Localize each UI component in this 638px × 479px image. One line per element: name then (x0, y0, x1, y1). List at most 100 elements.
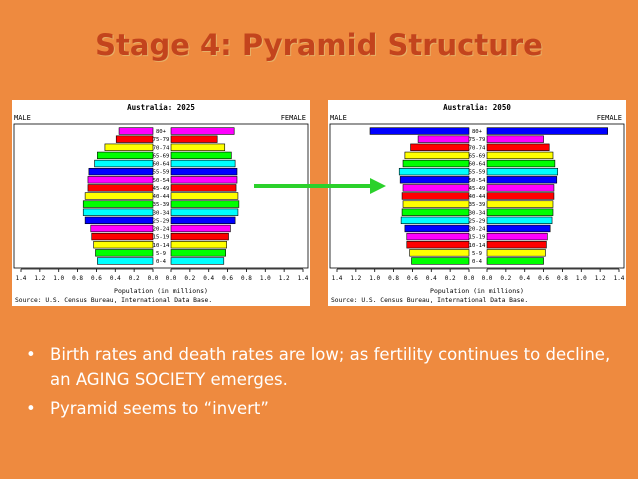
age-label: 65-69 (469, 153, 486, 159)
bullet-text: Birth rates and death rates are low; as … (50, 345, 611, 389)
x-tick-label: 0.4 (426, 275, 437, 282)
age-label: 5-9 (472, 251, 482, 257)
x-tick-label: 0.0 (148, 275, 159, 282)
right-arrow-icon (254, 178, 386, 194)
age-label: 55-59 (153, 170, 170, 176)
male-bar (93, 241, 154, 249)
age-label: 35-39 (469, 202, 486, 208)
female-label: FEMALE (281, 114, 306, 122)
age-label: 50-54 (153, 178, 170, 184)
male-bar (87, 176, 154, 184)
female-bar (170, 151, 232, 160)
x-axis-label: Population (in millions) (114, 287, 208, 295)
male-bar (404, 224, 470, 233)
age-label: 25-29 (469, 218, 486, 224)
male-bar (115, 135, 154, 143)
female-bar (486, 184, 555, 192)
male-bar (409, 249, 470, 257)
age-label: 15-19 (153, 235, 170, 241)
age-label: 0-4 (156, 259, 167, 265)
age-label: 55-59 (469, 170, 486, 176)
male-bar (82, 208, 154, 216)
male-label: MALE (330, 114, 347, 122)
female-bar (486, 135, 544, 143)
x-tick-label: 1.0 (53, 275, 64, 282)
x-tick-label: 0.8 (388, 275, 399, 282)
x-axis-label: Population (in millions) (430, 287, 524, 295)
female-bar (170, 135, 218, 143)
male-bar (94, 159, 154, 168)
age-label: 80+ (472, 129, 483, 135)
age-label: 65-69 (153, 153, 170, 159)
x-tick-label: 1.0 (260, 275, 271, 282)
age-label: 40-44 (469, 194, 486, 200)
bullet-item: • Pyramid seems to “invert” (24, 396, 624, 421)
x-tick-label: 1.2 (595, 275, 606, 282)
age-label: 70-74 (153, 145, 170, 151)
male-bar (399, 176, 470, 184)
female-bar (170, 192, 239, 200)
x-tick-label: 0.6 (222, 275, 233, 282)
age-label: 20-24 (153, 227, 170, 233)
bullet-text: Pyramid seems to “invert” (50, 399, 269, 418)
male-bar (84, 216, 154, 225)
female-bar (170, 176, 238, 184)
x-tick-label: 0.8 (72, 275, 83, 282)
female-bar (486, 151, 554, 160)
age-label: 35-39 (153, 202, 170, 208)
bullet-item: • Birth rates and death rates are low; a… (24, 342, 624, 392)
x-tick-label: 0.2 (129, 275, 140, 282)
female-bar (486, 216, 553, 225)
male-bar (104, 143, 154, 151)
x-tick-label: 1.2 (350, 275, 361, 282)
age-label: 30-34 (469, 210, 486, 216)
bullet-dot: • (26, 345, 36, 364)
age-label: 5-9 (156, 251, 166, 257)
female-bar (170, 241, 227, 249)
male-bar (90, 224, 154, 233)
slide-title: Stage 4: Pyramid Structure (95, 28, 543, 62)
female-bar (170, 257, 225, 265)
x-tick-label: 0.6 (91, 275, 102, 282)
x-tick-label: 0.4 (110, 275, 121, 282)
x-tick-label: 1.2 (34, 275, 45, 282)
age-label: 20-24 (469, 227, 486, 233)
x-tick-label: 0.0 (482, 275, 493, 282)
female-label: FEMALE (597, 114, 622, 122)
male-bar (97, 151, 154, 160)
age-label: 80+ (156, 129, 167, 135)
female-bar (486, 224, 551, 233)
bullet-list: • Birth rates and death rates are low; a… (24, 342, 624, 425)
age-label: 70-74 (469, 145, 486, 151)
male-bar (369, 127, 470, 135)
male-bar (87, 184, 154, 192)
male-bar (417, 135, 470, 143)
age-label: 45-49 (469, 186, 486, 192)
female-bar (170, 127, 235, 135)
male-bar (118, 127, 154, 135)
age-label: 60-64 (153, 162, 170, 168)
female-bar (170, 232, 229, 241)
male-bar (82, 200, 154, 208)
x-tick-label: 0.0 (166, 275, 177, 282)
plot-frame (329, 123, 625, 269)
source-note: Source: U.S. Census Bureau, Internationa… (331, 297, 528, 304)
male-bar (401, 192, 470, 200)
source-note: Source: U.S. Census Bureau, Internationa… (15, 297, 212, 304)
bullet-dot: • (26, 399, 36, 418)
female-bar (170, 208, 239, 216)
age-label: 10-14 (153, 243, 170, 249)
x-tick-label: 0.4 (519, 275, 530, 282)
age-label: 40-44 (153, 194, 170, 200)
male-bar (406, 232, 470, 241)
female-bar (486, 249, 546, 257)
x-tick-label: 0.8 (557, 275, 568, 282)
x-tick-label: 0.0 (464, 275, 475, 282)
female-bar (486, 167, 559, 176)
male-bar (404, 151, 470, 160)
female-bar (486, 159, 556, 168)
x-tick-label: 0.2 (445, 275, 456, 282)
female-bar (170, 143, 226, 151)
male-label: MALE (14, 114, 31, 122)
female-bar (486, 241, 547, 249)
